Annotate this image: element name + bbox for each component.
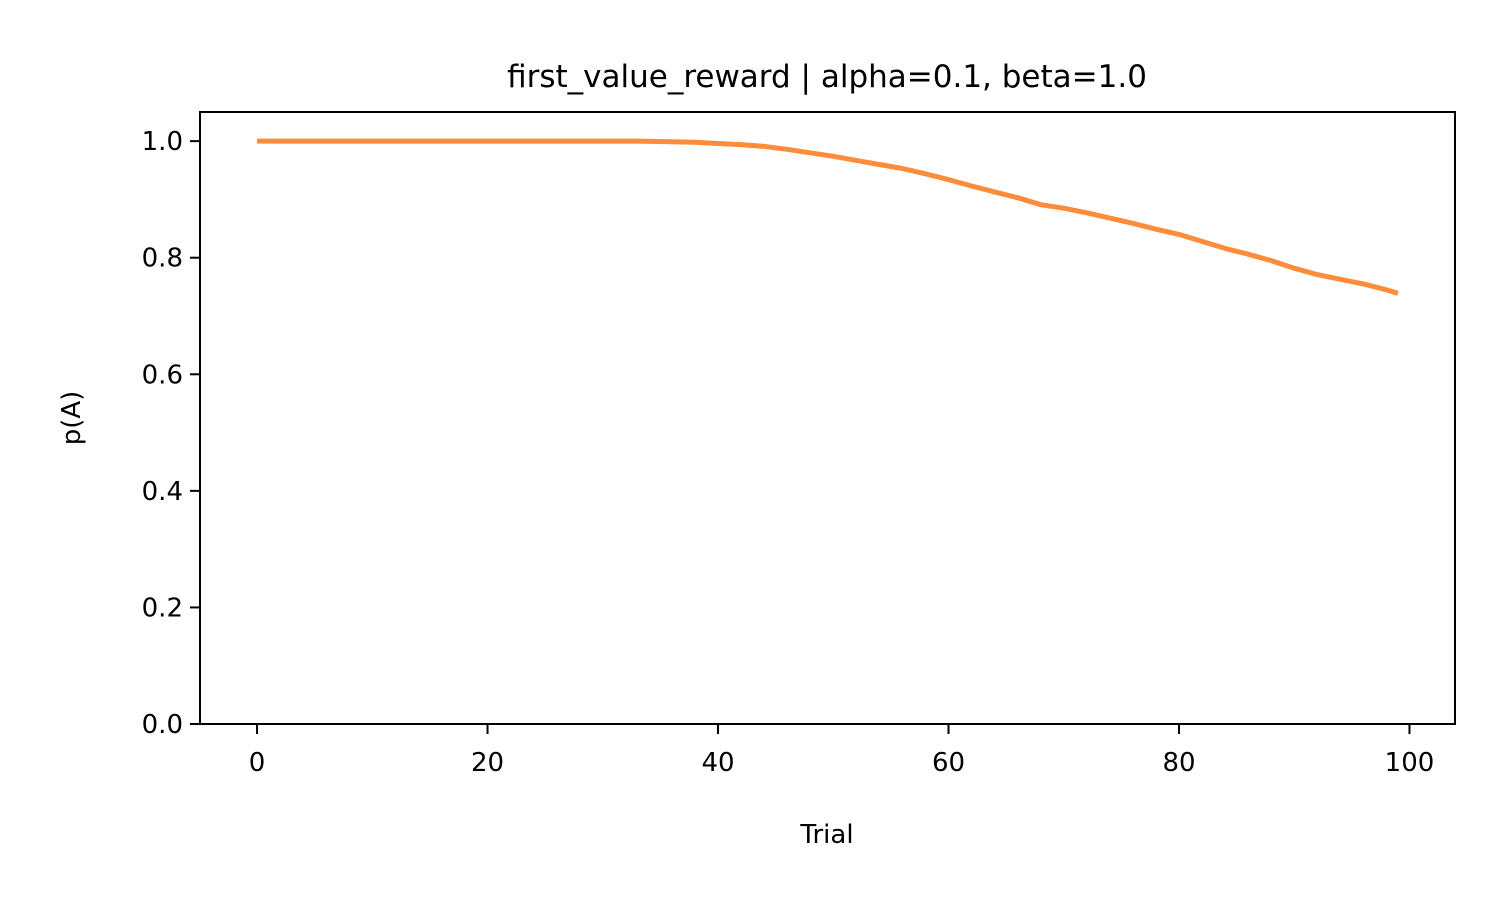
- x-axis: 0 20 40 60 80 100: [249, 724, 1435, 778]
- x-tick-label: 60: [932, 748, 965, 778]
- y-tick-label: 0.4: [142, 477, 183, 507]
- x-tick-label: 100: [1385, 748, 1435, 778]
- series-line: [257, 138, 1399, 296]
- x-axis-label: Trial: [799, 820, 853, 850]
- plot-area: [200, 112, 1455, 724]
- chart-title: first_value_reward | alpha=0.1, beta=1.0: [507, 59, 1147, 95]
- x-tick-label: 40: [701, 748, 734, 778]
- x-tick-label: 0: [249, 748, 266, 778]
- y-axis: 0.0 0.2 0.4 0.6 0.8 1.0: [142, 127, 200, 740]
- plot-frame: [199, 111, 1456, 725]
- y-axis-label: p(A): [57, 391, 87, 446]
- x-tick-label: 20: [471, 748, 504, 778]
- y-tick-label: 1.0: [142, 127, 183, 157]
- y-tick-label: 0.6: [142, 360, 183, 390]
- y-tick-label: 0.0: [142, 710, 183, 740]
- x-tick-label: 80: [1162, 748, 1195, 778]
- y-tick-label: 0.8: [142, 244, 183, 274]
- y-tick-label: 0.2: [142, 593, 183, 623]
- data-layer: [257, 138, 1399, 296]
